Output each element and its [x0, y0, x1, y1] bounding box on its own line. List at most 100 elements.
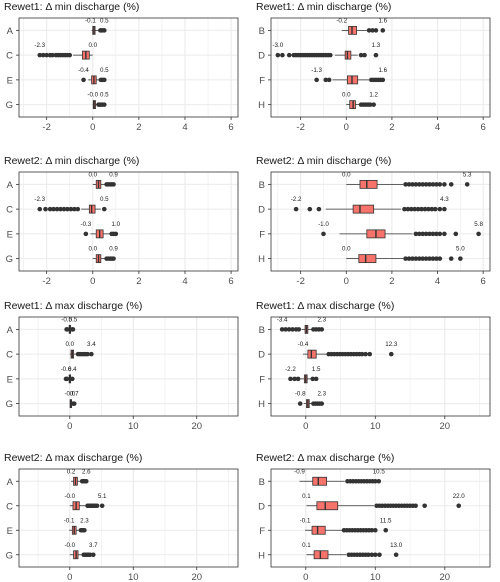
- outlier-point: [323, 77, 329, 83]
- category-label: A: [7, 180, 14, 191]
- panel-background: [271, 469, 490, 567]
- chart-panel-5: Rewet1: Δ max discharge (%) 0 10 20 A C E G -0.5…: [4, 300, 239, 432]
- max-value-label: 1.2: [369, 92, 378, 99]
- panel-border: [270, 171, 491, 272]
- outlier-point: [101, 77, 107, 83]
- min-value-label: -0.2: [336, 17, 347, 24]
- category-label: C: [6, 51, 13, 62]
- max-value-label: 5.0: [456, 246, 465, 253]
- box-F: -2.2 1.5: [285, 366, 321, 384]
- outlier-point: [377, 552, 382, 558]
- min-value-label: -0.6: [61, 366, 72, 373]
- outlier-point: [286, 327, 292, 332]
- outlier-point: [388, 351, 394, 357]
- panel-title: Rewet2: Δ min discharge (%): [4, 155, 139, 167]
- min-value-label: -0.1: [85, 17, 96, 24]
- min-value-label: -0.3: [81, 221, 92, 228]
- outlier-point: [437, 256, 443, 261]
- min-value-label: -0.5: [61, 316, 72, 323]
- min-value-label: -0.8: [295, 391, 306, 398]
- outlier-point: [402, 206, 407, 212]
- max-value-label: 1.6: [378, 17, 387, 24]
- box-iqr: [359, 179, 378, 189]
- panel-background: [19, 469, 238, 567]
- outlier-point: [406, 182, 412, 187]
- panel-title: Rewet2: Δ min discharge (%): [256, 155, 391, 167]
- outlier-point: [427, 256, 432, 261]
- panel-title: Rewet2: Δ max discharge (%): [4, 452, 142, 464]
- x-tick-label: 20: [191, 572, 202, 582]
- outlier-point: [297, 401, 303, 406]
- min-value-label: 0.0: [342, 171, 351, 178]
- outlier-point: [326, 77, 332, 83]
- max-value-label: 0.0: [88, 42, 97, 49]
- min-value-label: -0.0: [64, 391, 75, 398]
- outlier-point: [68, 206, 74, 212]
- x-tick-label: 6: [228, 276, 233, 287]
- outlier-point: [442, 231, 447, 237]
- max-value-label: 0.9: [109, 246, 118, 253]
- panel-border: [270, 316, 491, 417]
- min-value-label: -2.3: [34, 42, 45, 49]
- outlier-point: [50, 52, 55, 58]
- outlier-point: [367, 351, 373, 357]
- panel-title: Rewet2: Δ max discharge (%): [256, 452, 394, 464]
- outlier-point: [290, 327, 295, 332]
- chart-panel-4: Rewet2: Δ min discharge (%) -2 0 2 4 6 B D F H 0.0…: [256, 155, 491, 287]
- outlier-point: [373, 28, 379, 33]
- x-tick-label: 0: [303, 572, 308, 582]
- box-B: -0.9 10.5: [294, 468, 385, 486]
- outlier-point: [87, 552, 93, 558]
- outlier-point: [37, 52, 43, 58]
- outlier-point: [75, 206, 81, 212]
- x-tick-label: 6: [228, 122, 233, 133]
- category-label: F: [259, 526, 265, 537]
- outlier-point: [464, 182, 470, 187]
- category-label: B: [259, 325, 265, 336]
- outlier-point: [370, 28, 375, 33]
- panel-title: Rewet1: Δ max discharge (%): [256, 300, 394, 312]
- outlier-point: [430, 256, 436, 261]
- category-label: E: [7, 229, 13, 240]
- box-H: 0.1 13.0: [302, 542, 403, 560]
- x-tick-label: 4: [435, 276, 440, 287]
- box-G: 0.0 0.9: [88, 246, 118, 264]
- min-value-label: -2.2: [285, 366, 296, 373]
- outlier-point: [423, 256, 429, 261]
- outlier-point: [456, 503, 462, 509]
- box-B: -3.4 2.3: [277, 316, 327, 334]
- box-D: -2.2 4.3: [291, 196, 449, 214]
- category-label: G: [6, 399, 13, 410]
- category-label: G: [6, 100, 13, 111]
- chart-panel-8: Rewet2: Δ max discharge (%) 0 10 20 B D F H -0.9…: [256, 452, 491, 582]
- outlier-point: [64, 376, 70, 382]
- outlier-point: [422, 206, 428, 212]
- category-label: A: [7, 26, 14, 37]
- outlier-point: [40, 52, 46, 58]
- outlier-point: [410, 182, 415, 187]
- min-value-label: -1.3: [311, 67, 322, 74]
- box-C: -2.3 0.0: [34, 42, 98, 60]
- max-value-label: 1.0: [112, 221, 121, 228]
- outlier-point: [420, 231, 426, 237]
- outlier-point: [437, 231, 443, 237]
- box-iqr: [311, 525, 326, 535]
- outlier-point: [83, 478, 89, 484]
- outlier-point: [416, 182, 422, 187]
- outlier-point: [111, 256, 116, 261]
- outlier-point: [442, 182, 447, 187]
- outlier-point: [366, 552, 371, 558]
- box-G: -0.00.7: [64, 391, 79, 409]
- outlier-point: [111, 182, 116, 187]
- outlier-point: [283, 327, 288, 332]
- category-label: A: [7, 325, 14, 336]
- outlier-point: [101, 28, 107, 33]
- box-H: 0.0 1.2: [342, 92, 379, 110]
- outlier-point: [416, 256, 422, 261]
- category-label: H: [258, 100, 265, 111]
- max-value-label: 11.5: [380, 517, 392, 524]
- outlier-point: [99, 503, 105, 509]
- x-tick-label: 10: [370, 421, 381, 432]
- panel-border: [270, 468, 491, 568]
- outlier-point: [307, 206, 313, 212]
